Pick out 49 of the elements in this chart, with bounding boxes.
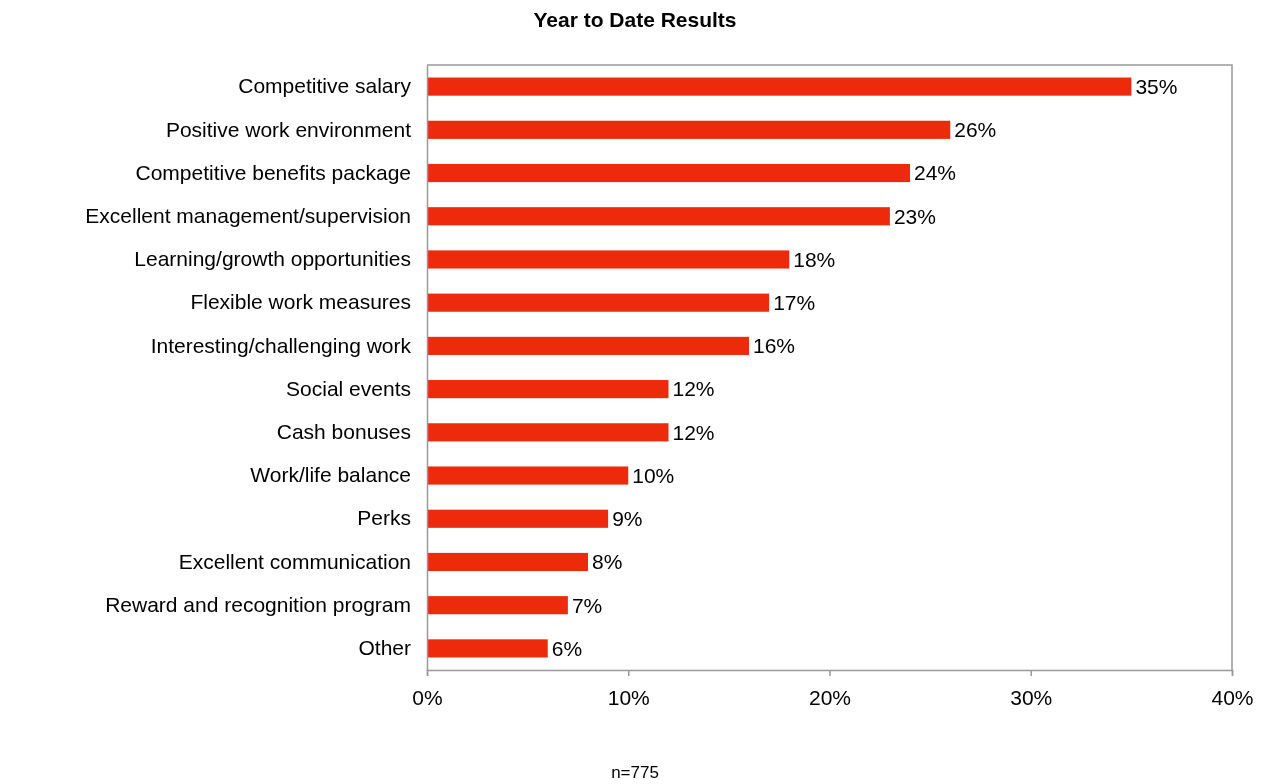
y-tick-label: Competitive benefits package: [135, 160, 411, 184]
data-label: 23%: [893, 204, 936, 228]
data-label: 12%: [672, 377, 715, 401]
bar: [427, 596, 568, 615]
bar: [427, 466, 629, 485]
data-label: 9%: [612, 507, 643, 531]
data-label: 8%: [592, 550, 623, 574]
y-tick-label: Learning/growth opportunities: [134, 247, 411, 271]
data-label: 24%: [914, 161, 957, 185]
x-tick-label: 40%: [1211, 685, 1254, 709]
y-tick-label: Cash bonuses: [276, 420, 411, 444]
bar: [427, 293, 770, 312]
text: n=775: [611, 763, 659, 782]
y-tick-label: Work/life balance: [250, 463, 411, 487]
y-tick-label: Other: [358, 636, 411, 660]
bar: [427, 639, 548, 658]
y-tick-label: Perks: [357, 506, 411, 530]
bar: [427, 552, 588, 572]
y-tick-label: Social events: [286, 376, 411, 400]
y-tick-label: Competitive salary: [238, 74, 412, 98]
data-label: 18%: [793, 247, 836, 271]
bar: [427, 207, 890, 226]
bar: [427, 163, 910, 183]
bar: [427, 250, 790, 269]
y-tick-label: Excellent management/supervision: [85, 203, 411, 227]
data-label: 35%: [1135, 74, 1178, 98]
bar: [427, 336, 749, 355]
y-tick-label: Positive work environment: [165, 117, 412, 141]
bar: [427, 509, 609, 528]
bar: [427, 380, 669, 399]
data-label: 16%: [753, 334, 796, 358]
y-tick-label: Interesting/challenging work: [150, 333, 412, 357]
x-tick-label: 30%: [1010, 685, 1053, 709]
y-tick-label: Flexible work measures: [190, 290, 411, 314]
data-label: 6%: [551, 636, 583, 660]
data-label: 26%: [954, 118, 997, 142]
y-tick-label: Reward and recognition program: [105, 592, 411, 616]
x-tick-label: 0%: [412, 685, 443, 709]
bar: [427, 77, 1132, 96]
y-tick-label: Excellent communication: [178, 549, 411, 573]
x-tick-label: 20%: [808, 685, 852, 709]
bar: [427, 423, 669, 442]
x-tick-label: 10%: [607, 685, 650, 709]
data-label: 10%: [632, 463, 675, 487]
bar: [427, 120, 951, 139]
data-label: 7%: [571, 593, 603, 617]
data-label: 12%: [672, 420, 715, 444]
chart-title: Year to Date Results: [533, 8, 737, 31]
data-label: 17%: [773, 291, 816, 315]
